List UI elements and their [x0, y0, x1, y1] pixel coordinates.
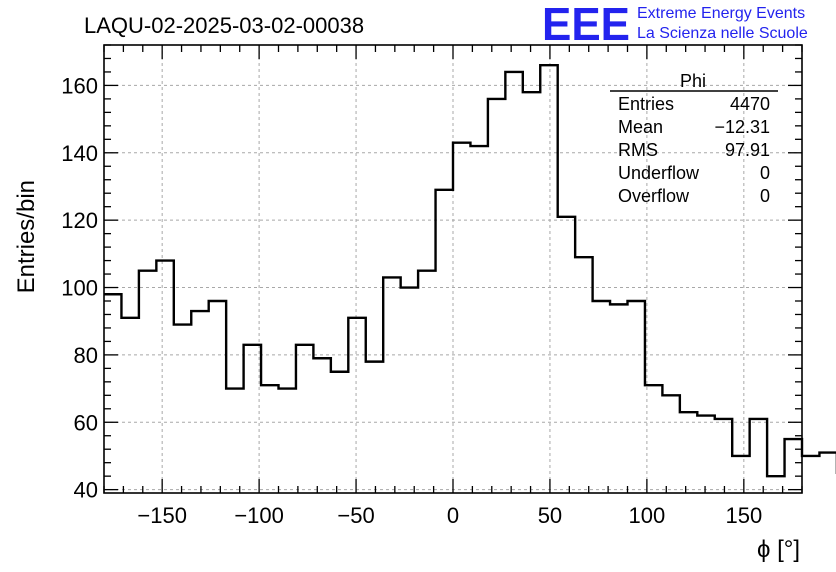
- eee-logo-line1: Extreme Energy Events: [637, 5, 805, 22]
- chart-title: LAQU-02-2025-03-02-00038: [84, 13, 364, 38]
- x-tick-label: −50: [337, 503, 374, 528]
- y-tick-label: 100: [61, 276, 98, 301]
- y-tick-label: 120: [61, 208, 98, 233]
- eee-logo-mark: EEE: [542, 0, 630, 50]
- axis-ticks: [103, 44, 803, 493]
- y-tick-label: 80: [74, 343, 98, 368]
- x-axis-label: ϕ [°]: [757, 536, 800, 563]
- y-tick-label: 60: [74, 410, 98, 435]
- stats-value-overflow: 0: [760, 186, 770, 206]
- x-tick-label: 100: [629, 503, 666, 528]
- stats-label-overflow: Overflow: [618, 186, 690, 206]
- stats-label-rms: RMS: [618, 140, 658, 160]
- eee-logo: EEE Extreme Energy Events La Scienza nel…: [542, 0, 808, 50]
- x-tick-label: −150: [137, 503, 187, 528]
- stats-value-mean: −12.31: [714, 117, 770, 137]
- x-tick-label: 50: [538, 503, 562, 528]
- grid: [104, 45, 802, 493]
- y-tick-label: 140: [61, 141, 98, 166]
- eee-logo-line2: La Scienza nelle Scuole: [637, 25, 808, 42]
- stats-value-entries: 4470: [730, 94, 770, 114]
- x-tick-label: 0: [447, 503, 459, 528]
- stats-box-title: Phi: [680, 71, 706, 91]
- y-tick-label: 160: [61, 73, 98, 98]
- stats-label-entries: Entries: [618, 94, 674, 114]
- x-tick-label: −100: [234, 503, 284, 528]
- stats-value-rms: 97.91: [725, 140, 770, 160]
- y-axis-label: Entries/bin: [13, 180, 40, 293]
- stats-value-underflow: 0: [760, 163, 770, 183]
- stats-label-mean: Mean: [618, 117, 663, 137]
- histogram-series: [104, 64, 836, 478]
- stats-box: Phi Entries 4470 Mean −12.31 RMS 97.91 U…: [610, 71, 778, 206]
- stats-label-underflow: Underflow: [618, 163, 700, 183]
- tick-labels: −150 −100 −50 0 50 100 150 40 60 80 100 120 140 160: [61, 73, 762, 528]
- y-tick-label: 40: [74, 478, 98, 503]
- x-tick-label: 150: [725, 503, 762, 528]
